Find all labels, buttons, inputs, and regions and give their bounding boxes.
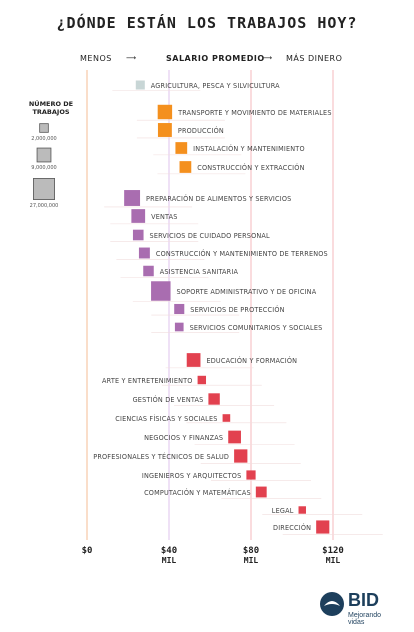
data-point xyxy=(151,281,171,301)
arrow-right-icon-2: ⟶ xyxy=(262,54,273,62)
tick-sublabel: MIL xyxy=(326,556,341,565)
data-point xyxy=(138,247,150,259)
data-label: INGENIEROS Y ARQUITECTOS xyxy=(142,471,242,480)
data-point xyxy=(246,470,256,480)
data-label: GESTIÓN DE VENTAS xyxy=(133,395,204,404)
data-label: PROFESIONALES Y TÉCNICOS DE SALUD xyxy=(93,452,229,461)
tick-label: $120 xyxy=(322,546,344,556)
data-point xyxy=(124,190,141,206)
data-label: NEGOCIOS Y FINANZAS xyxy=(144,433,223,442)
brand-tagline: Mejorando vidas xyxy=(348,612,382,626)
data-label: PREPARACIÓN DE ALIMENTOS Y SERVICIOS xyxy=(146,194,291,203)
data-point xyxy=(174,322,184,332)
data-point xyxy=(222,414,231,422)
tick-label: $40 xyxy=(161,546,177,556)
data-point xyxy=(157,123,172,137)
legend-label-large: 27,000,000 xyxy=(29,203,59,209)
legend-square xyxy=(36,147,52,163)
header-more-label: MÁS DINERO xyxy=(286,54,343,63)
data-label: ASISTENCIA SANITARIA xyxy=(160,267,239,276)
data-label: CIENCIAS FÍSICAS Y SOCIALES xyxy=(115,414,217,423)
legend-square xyxy=(39,123,49,133)
legend-title: NÚMERO DE TRABAJOS xyxy=(28,100,74,116)
tick-sublabel: MIL xyxy=(244,556,259,565)
data-point xyxy=(228,430,241,444)
data-label: TRANSPORTE Y MOVIMIENTO DE MATERIALES xyxy=(177,108,332,117)
data-label: SERVICIOS COMUNITARIOS Y SOCIALES xyxy=(190,323,323,332)
header-less-label: MENOS xyxy=(80,54,112,63)
data-label: DIRECCIÓN xyxy=(273,523,311,532)
data-point xyxy=(157,104,173,120)
data-label: LEGAL xyxy=(272,506,294,515)
brand-name: BID xyxy=(348,590,379,610)
data-point xyxy=(131,209,146,223)
data-label: CONSTRUCCIÓN Y EXTRACCIÓN xyxy=(197,163,304,172)
tick-sublabel: MIL xyxy=(162,556,177,565)
arrow-right-icon: ⟶ xyxy=(126,54,137,62)
data-point xyxy=(298,506,306,514)
legend-label-medium: 9,000,000 xyxy=(31,165,57,171)
data-label: EDUCACIÓN Y FORMACIÓN xyxy=(206,356,297,365)
data-label: PRODUCCIÓN xyxy=(178,126,224,135)
data-point xyxy=(132,229,144,241)
data-point xyxy=(234,449,248,463)
data-point xyxy=(255,486,267,498)
data-label: COMPUTACIÓN Y MATEMÁTICAS xyxy=(144,488,251,497)
data-label: AGRICULTURA, PESCA Y SILVICULTURA xyxy=(151,81,280,90)
tick-label: $0 xyxy=(82,546,93,556)
data-point xyxy=(135,80,145,90)
data-label: CONSTRUCCIÓN Y MANTENIMIENTO DE TERRENOS xyxy=(156,249,328,258)
page-title: ¿DÓNDE ESTÁN LOS TRABAJOS HOY? xyxy=(56,14,358,32)
data-label: SOPORTE ADMINISTRATIVO Y DE OFICINA xyxy=(177,287,317,296)
brand-logo: BID Mejorando vidas xyxy=(318,588,398,626)
data-point xyxy=(179,161,192,173)
data-point xyxy=(316,520,330,534)
tick-label: $80 xyxy=(243,546,259,556)
data-point xyxy=(174,303,185,315)
data-label: SERVICIOS DE CUIDADO PERSONAL xyxy=(150,231,270,240)
legend-label-small: 2,000,000 xyxy=(31,136,57,142)
data-label: INSTALACIÓN Y MANTENIMIENTO xyxy=(193,144,305,153)
data-point xyxy=(175,142,188,154)
bid-logo-icon xyxy=(320,592,344,616)
data-point xyxy=(197,375,207,385)
data-point xyxy=(208,393,220,405)
data-label: SERVICIOS DE PROTECCIÓN xyxy=(190,305,284,314)
data-point xyxy=(143,265,154,277)
legend-square xyxy=(33,178,55,200)
data-label: ARTE Y ENTRETENIMIENTO xyxy=(102,376,193,385)
data-label: VENTAS xyxy=(151,212,177,221)
data-point xyxy=(186,353,201,367)
header-salary-label: SALARIO PROMEDIO xyxy=(166,54,265,63)
